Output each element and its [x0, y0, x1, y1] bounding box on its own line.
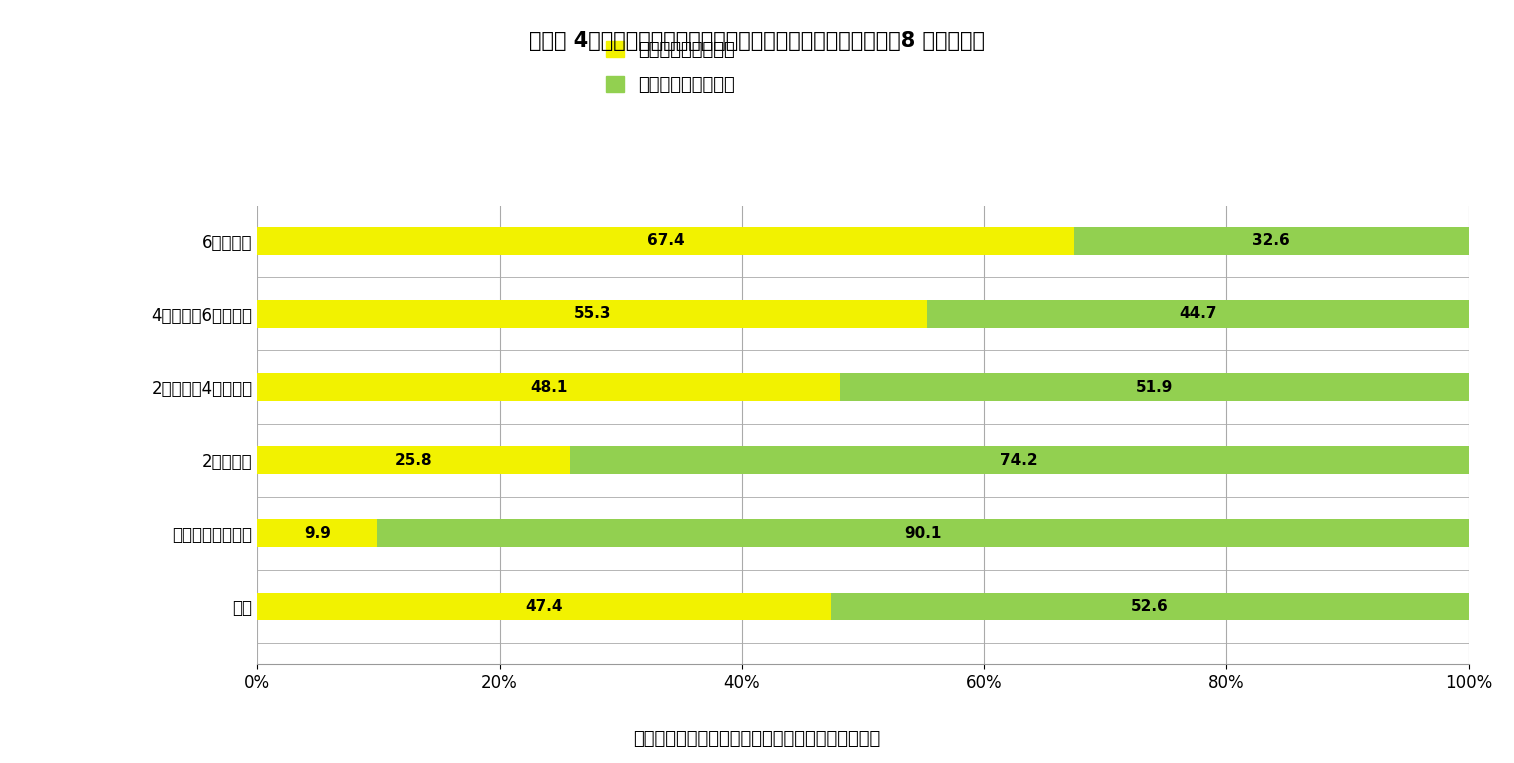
- Bar: [257, 227, 1073, 255]
- Bar: [257, 593, 831, 620]
- Bar: [257, 520, 377, 547]
- Text: 90.1: 90.1: [904, 526, 942, 541]
- Text: 【図表 4】夫の休日の家事・育児時間別　第二子以降出生状況（8 年間累計）: 【図表 4】夫の休日の家事・育児時間別 第二子以降出生状況（8 年間累計）: [528, 31, 986, 50]
- Text: 48.1: 48.1: [530, 379, 568, 394]
- Text: 74.2: 74.2: [1001, 452, 1039, 468]
- Bar: [257, 446, 569, 474]
- Bar: [257, 373, 840, 401]
- Text: 51.9: 51.9: [1136, 379, 1173, 394]
- Bar: [569, 446, 1469, 474]
- Bar: [927, 300, 1469, 328]
- Text: 44.7: 44.7: [1179, 307, 1217, 321]
- Bar: [831, 593, 1469, 620]
- Text: 67.4: 67.4: [646, 233, 684, 248]
- Legend: 第二子以降出生あり, 第二子以降出生なし: 第二子以降出生あり, 第二子以降出生なし: [606, 41, 734, 94]
- Text: 52.6: 52.6: [1131, 599, 1169, 614]
- Text: 32.6: 32.6: [1252, 233, 1290, 248]
- Bar: [377, 520, 1469, 547]
- Text: 55.3: 55.3: [574, 307, 612, 321]
- Text: 9.9: 9.9: [304, 526, 330, 541]
- Bar: [840, 373, 1469, 401]
- Bar: [1073, 227, 1469, 255]
- Text: 47.4: 47.4: [525, 599, 563, 614]
- Bar: [257, 300, 927, 328]
- Text: （資料）　平成２５年版厚生労働白書より筆者作成: （資料） 平成２５年版厚生労働白書より筆者作成: [633, 729, 881, 748]
- Text: 25.8: 25.8: [395, 452, 433, 468]
